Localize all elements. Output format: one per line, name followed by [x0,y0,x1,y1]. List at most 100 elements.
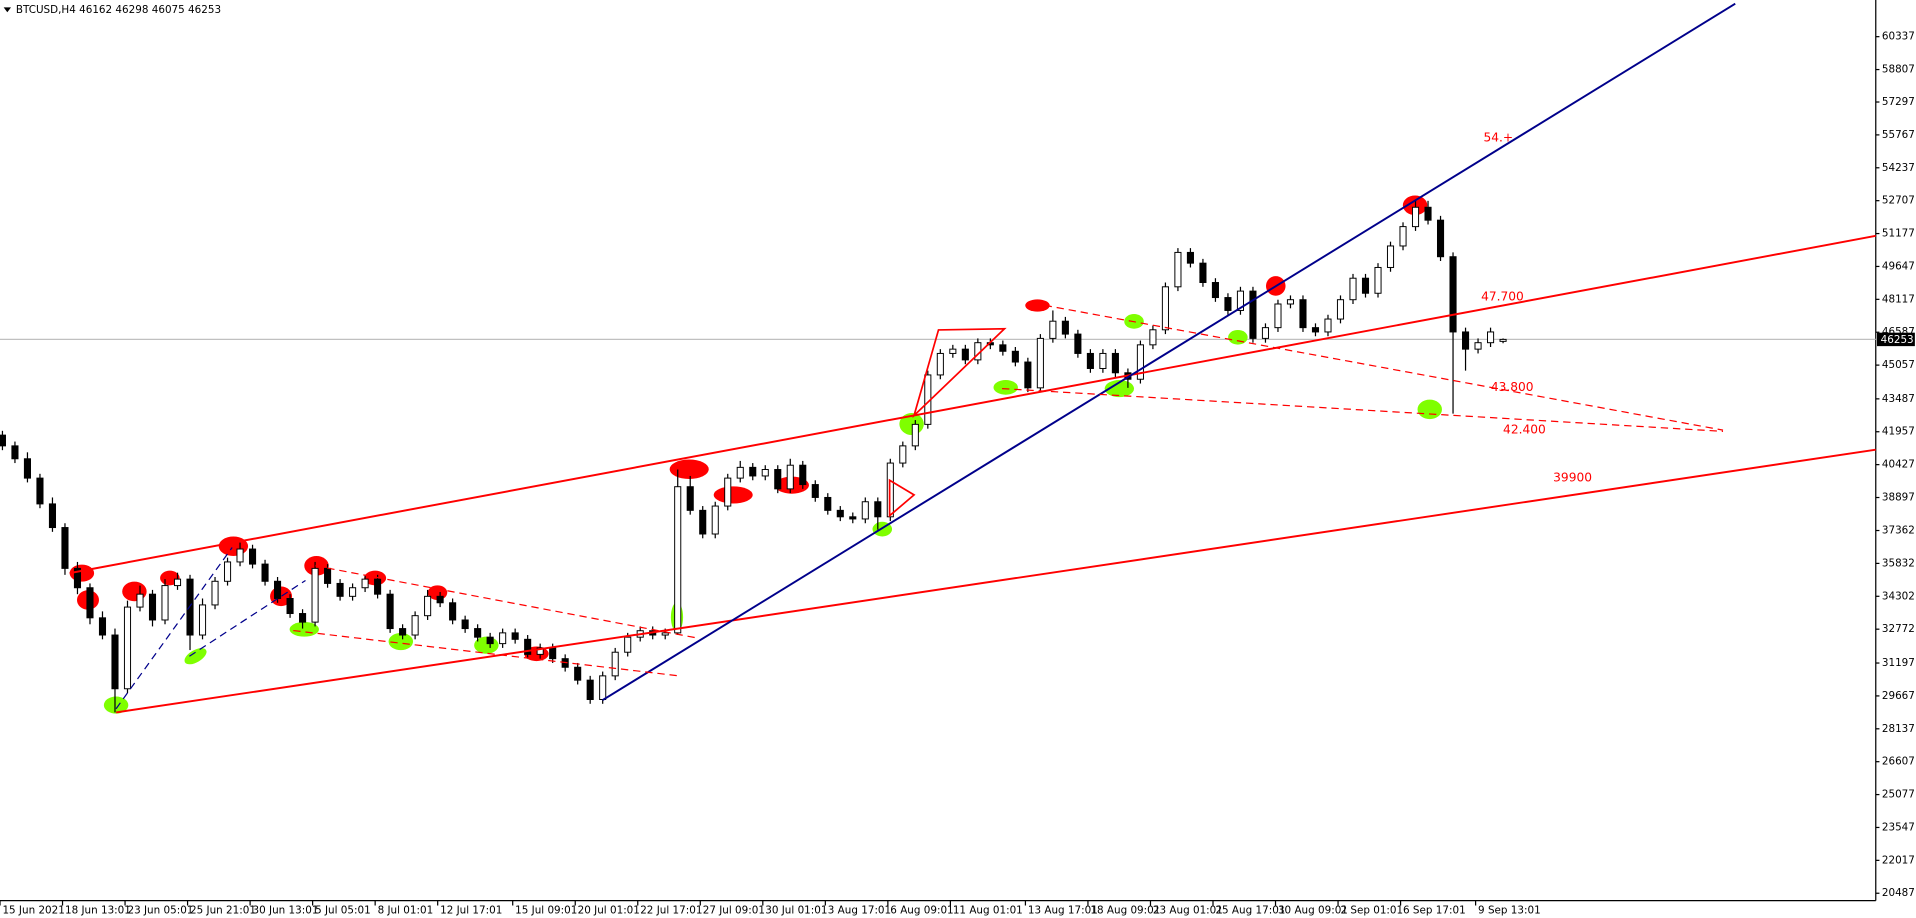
candle-body [349,587,357,597]
candle-body [1399,226,1407,247]
y-tick-label: 31197 [1882,657,1915,669]
last-price-box [1876,332,1915,347]
candle-body [486,636,494,645]
candle-body [23,458,31,479]
candle-body [686,486,694,511]
y-tick-label: 57297 [1882,96,1915,108]
candle-body [936,352,944,376]
y-tick-label: 35832 [1882,557,1915,569]
y-tick-label: 38897 [1882,492,1915,504]
title-arrow [3,7,11,13]
candle-body [1099,352,1107,369]
candle-body [624,636,632,653]
x-tick-label: 12 Jul 17:01 [440,904,502,916]
candle-body [1299,299,1307,329]
candle-body [461,619,469,630]
candle-body [499,632,507,645]
candle-body [1036,337,1044,389]
candle-body [386,593,394,630]
channel-upper [69,234,1876,575]
candle-body [1411,206,1420,228]
candle-body [1086,352,1094,369]
candle-body [136,593,144,608]
candle-body [1349,277,1357,301]
candle-body [123,606,132,690]
candle-body [1274,303,1282,329]
candle-body [148,593,157,621]
annotation: 47.700 [1481,289,1524,303]
red-dashed-line [315,565,697,639]
x-tick-label: 18 Aug 09:01 [1090,904,1160,916]
candle-body [1149,329,1157,346]
candle-body [536,647,544,655]
y-tick-label: 41957 [1882,426,1915,438]
candle-body [949,348,957,354]
candle-body [1249,290,1257,339]
candle-body [261,563,269,582]
green-marker [184,648,207,665]
candle-body [361,578,369,589]
candle-body [36,477,44,505]
candle-body [198,604,207,636]
candle-body [173,578,182,587]
x-tick-label: 2 Sep 01:01 [1340,904,1403,916]
candle-body [249,548,257,565]
candle-body [711,505,719,535]
y-tick-label: 52707 [1882,195,1915,207]
candle-body [824,496,832,511]
candle-body [1049,320,1057,339]
candle-body [1336,299,1345,320]
candle-body [1211,282,1219,299]
candle-body [699,509,707,535]
candle-body [73,567,82,589]
y-tick-label: 28137 [1882,723,1915,735]
candle-body [236,548,244,563]
y-tick-label: 22017 [1882,854,1915,866]
candle-body [661,632,669,636]
candle-body [1024,361,1032,389]
annotation: 42.400 [1503,423,1546,437]
candle-body [574,666,582,681]
x-tick-label: 25 Jun 21:01 [190,904,256,916]
x-tick-label: 9 Sep 13:01 [1478,904,1541,916]
candle-body [724,477,732,507]
y-tick-label: 49647 [1882,260,1915,272]
green-marker [1417,399,1442,420]
candle-body [1436,219,1445,258]
candle-body [761,469,769,477]
trendlines [69,2,1876,714]
x-tick-label: 11 Aug 01:01 [953,904,1023,916]
red-marker [669,459,709,480]
last-price-label: 46253 [1881,334,1914,346]
candle-body [1424,206,1432,221]
red-triangle [912,327,1007,419]
blue-trendline [601,2,1736,702]
candle-body [1499,338,1507,342]
candle-body [1136,344,1144,380]
x-tick-label: 18 Jun 13:01 [65,904,131,916]
y-tick-label: 23547 [1882,821,1915,833]
red-marker [713,486,753,504]
candle-body [786,464,794,490]
candle-body [449,602,457,621]
candle-body [1374,266,1382,294]
candle-body [1074,333,1082,354]
y-tick-label: 60337 [1882,31,1915,43]
blue-dashed-line [189,579,306,657]
x-tick-label: 22 Jul 17:01 [640,904,702,916]
y-tick-label: 40427 [1882,459,1915,471]
candle-body [874,501,882,518]
green-marker [1104,380,1135,398]
candle-body [1474,342,1482,350]
x-tick-label: 15 Jul 09:01 [515,904,577,916]
x-tick-label: 25 Aug 17:01 [1215,904,1285,916]
green-marker [1228,329,1248,345]
candle-body [1236,290,1244,311]
candle-body [961,348,969,361]
y-tick-label: 34302 [1882,590,1915,602]
candle-body [549,647,557,660]
candle-body [674,486,682,634]
candle-body [336,582,344,597]
